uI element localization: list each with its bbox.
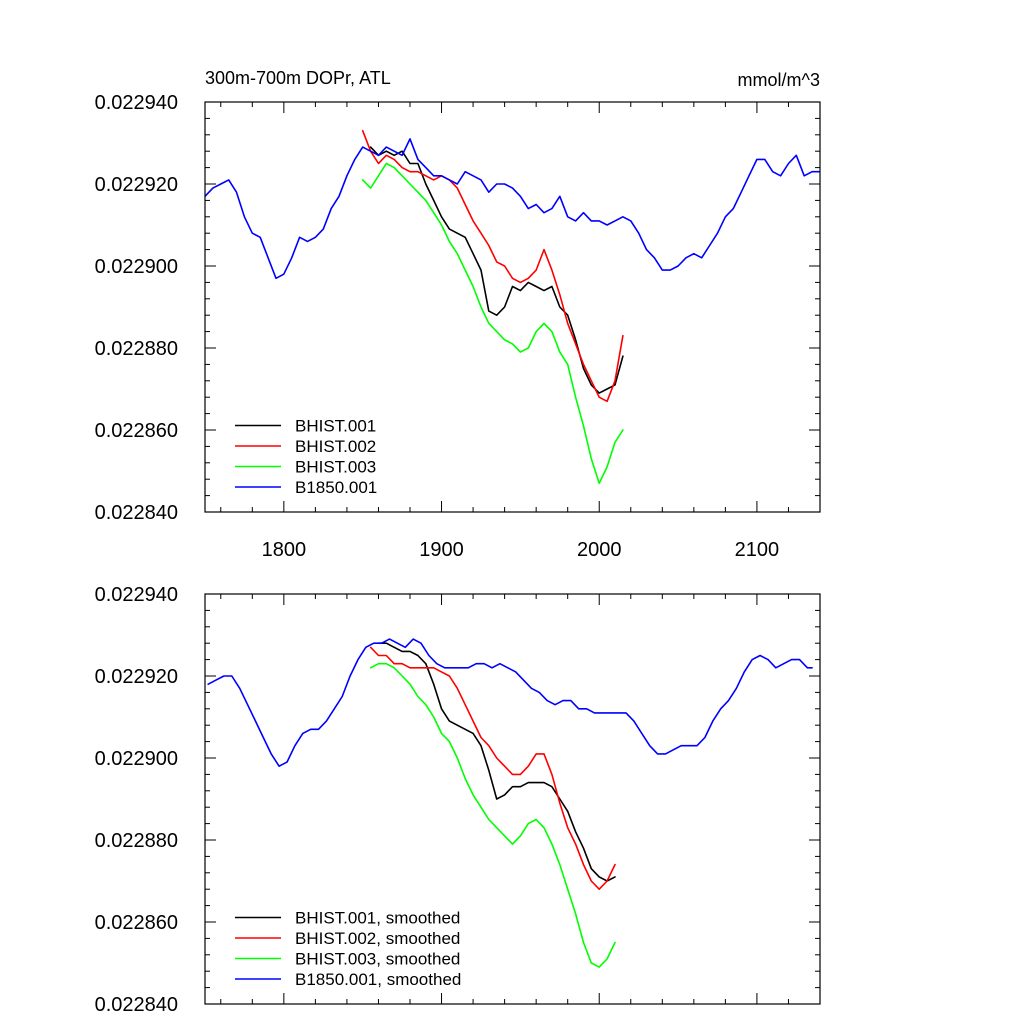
series-line-bhist-001-smoothed	[377, 642, 616, 882]
y-tick-label: 0.022860	[95, 420, 178, 442]
legend-label: B1850.001, smoothed	[295, 970, 461, 989]
units-label: mmol/m^3	[738, 70, 820, 90]
y-tick-label: 0.022860	[95, 912, 178, 934]
legend-label: BHIST.002, smoothed	[295, 929, 460, 948]
x-tick-label: 2100	[735, 539, 780, 561]
y-tick-label: 0.022920	[95, 174, 178, 196]
y-tick-label: 0.022880	[95, 830, 178, 852]
x-tick-label: 2000	[577, 539, 622, 561]
y-tick-label: 0.022900	[95, 748, 178, 770]
y-tick-label: 0.022840	[95, 502, 178, 524]
panel-raw: 300m-700m DOPr, ATL mmol/m^3 1800 1900 200…	[95, 68, 821, 561]
legend-label: BHIST.003	[295, 458, 376, 477]
legend-label: BHIST.002	[295, 437, 376, 456]
y-tick-label: 0.022940	[95, 584, 178, 606]
legend-label: BHIST.003, smoothed	[295, 950, 460, 969]
series-line-bhist-002	[361, 129, 624, 403]
x-tick-label: 1800	[262, 539, 307, 561]
y-tick-label: 0.022940	[95, 92, 178, 114]
x-tick-label: 1900	[419, 539, 464, 561]
plot-frame	[204, 101, 821, 513]
legend-label: BHIST.001	[295, 417, 376, 436]
y-tick-label: 0.022840	[95, 994, 178, 1016]
panel-smoothed: 0.022840 0.022860 0.022880 0.022900 0.022920…	[95, 584, 821, 1016]
series-line-bhist-003	[361, 162, 624, 485]
legend-label: BHIST.001, smoothed	[295, 909, 460, 928]
y-tick-label: 0.022900	[95, 256, 178, 278]
series-group	[207, 638, 813, 968]
series-line-bhist-003-smoothed	[369, 662, 616, 968]
plot-frame	[204, 593, 821, 1005]
series-line-b1850-001	[205, 138, 820, 280]
panel-title: 300m-700m DOPr, ATL	[205, 68, 391, 88]
legend-label: B1850.001	[295, 478, 377, 497]
y-tick-label: 0.022920	[95, 666, 178, 688]
series-line-bhist-002-smoothed	[369, 646, 616, 891]
series-line-b1850-001-smoothed	[207, 638, 813, 768]
y-tick-label: 0.022880	[95, 338, 178, 360]
series-group	[205, 129, 820, 485]
